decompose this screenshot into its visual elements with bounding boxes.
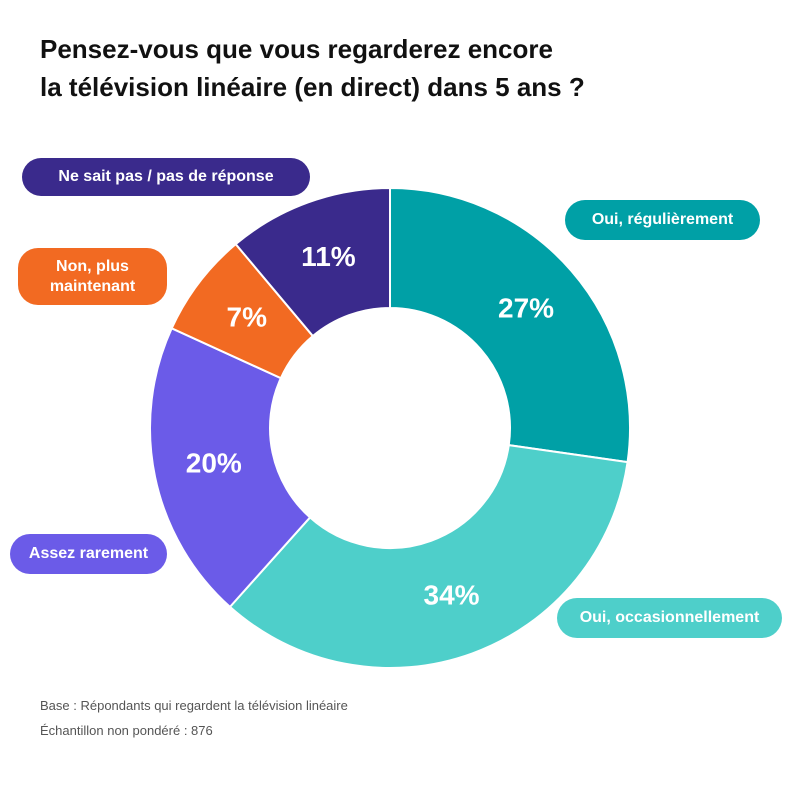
value-label: 11% [301, 241, 356, 272]
note: Base : Répondants qui regardent la télév… [40, 698, 348, 713]
legend-item: Oui, occasionnellement [557, 598, 782, 638]
chart-title: la télévision linéaire (en direct) dans … [40, 72, 585, 102]
chart-title: Pensez-vous que vous regarderez encore [40, 34, 553, 64]
note: Échantillon non pondéré : 876 [40, 723, 213, 738]
value-label: 27% [498, 293, 554, 324]
legend-item: Oui, régulièrement [565, 200, 760, 240]
value-label: 34% [424, 580, 480, 611]
legend-item: Non, plus maintenant [18, 248, 167, 305]
value-label: 7% [227, 301, 268, 332]
donut-slice [389, 186, 631, 464]
legend-item: Assez rarement [10, 534, 167, 574]
value-label: 20% [186, 447, 242, 478]
legend-item: Ne sait pas / pas de réponse [22, 158, 310, 196]
donut-slice [234, 186, 391, 338]
donut-slice [149, 326, 312, 609]
donut-slice [228, 443, 629, 669]
